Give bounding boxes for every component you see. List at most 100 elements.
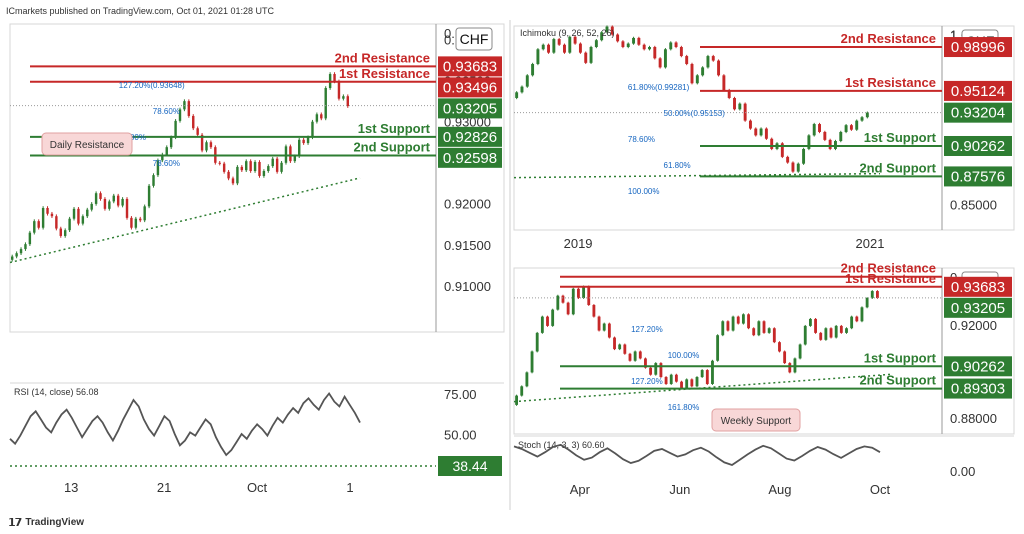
candle-body [600,32,604,41]
candle-body [762,321,766,333]
candle-body [280,162,283,172]
x-tick-label: 2019 [564,236,593,251]
price-tag [944,37,1012,58]
price-tag [944,166,1012,187]
price-tag [944,378,1012,399]
level-label: 1st Resistance [845,75,936,90]
candle-body [685,379,689,389]
candle-body [644,358,647,368]
price-tag [438,56,502,77]
candle-body [726,321,730,331]
candle-body [37,221,40,228]
candle-body [324,88,327,119]
currency-badge [455,27,493,51]
candle-body [791,162,795,172]
price-tag-label: 0.89303 [951,381,1005,398]
level-label: 1st Support [864,130,937,145]
candle-body [10,256,14,260]
level-label: 2nd Resistance [335,50,430,65]
candle-body [293,156,297,162]
fib-label: 78.60% [628,135,655,144]
candle-body [577,288,580,299]
candle-body [680,381,683,389]
y-tick-label: 0.92000 [950,318,997,333]
candle-body [839,325,843,333]
price-tag [438,147,502,168]
fib-label: 78.60% [153,107,180,116]
candle-body [540,316,544,333]
candle-body [759,128,763,136]
candle-body [610,26,614,35]
price-tag [944,135,1012,156]
candle-body [311,121,314,138]
candle-body [561,295,565,303]
candle-body [59,228,62,236]
candle-body [780,143,784,157]
candle-body [748,120,752,129]
fib-label: 100.00% [628,187,660,196]
candle-body [258,161,261,176]
candle-body [711,56,715,61]
panel-frame [513,267,1015,435]
candle-body [222,163,226,172]
candle-body [767,328,771,333]
candle-body [808,318,812,326]
candle-body [165,147,168,155]
candle-body [134,218,138,228]
candle-body [824,328,828,340]
tradingview-footer[interactable]: 𝟭𝟳 TradingView [8,516,84,529]
candle-body [541,44,545,50]
candle-body [685,56,689,64]
candle-body [818,124,821,132]
price-tag-label: 0.92826 [443,129,497,146]
candle-body [584,52,588,63]
candle-body [850,316,854,329]
price-tag-label: 0.93683 [443,58,497,75]
price-tag [438,77,502,98]
candle-body [231,178,235,184]
candle-body [587,286,591,305]
y-tick-label: 0.91500 [444,238,491,253]
candle-body [637,37,641,45]
candle-body [28,232,32,245]
y-tick-label: 0.85000 [950,198,997,213]
candle-body [178,109,182,121]
candle-body [602,323,606,331]
candle-body [786,156,790,163]
candle-body [594,40,598,47]
candle-body [623,344,627,354]
rsi-indicator-label: RSI (14, close) 56.08 [14,387,99,397]
candle-body [86,209,89,217]
price-tag [438,126,502,147]
candle-body [798,344,802,359]
fib-label: 78.60% [153,159,180,168]
candle-body [616,34,620,42]
price-tag-label: 0.93205 [443,100,497,117]
candle-body [315,114,319,122]
panel-frame [513,25,1015,231]
candle-body [654,363,658,375]
fib-label: 61.80% [664,161,691,170]
price-tag-label: 0.90262 [951,358,1005,375]
trendline [513,172,881,179]
candle-body [551,309,555,326]
candle-body [531,63,535,76]
currency-badge-label: CHF [460,31,489,47]
candle-body [90,203,93,210]
candle-body [648,46,651,50]
candle-body [752,328,756,336]
candle-body [727,90,731,98]
candle-body [262,171,266,176]
candle-body [24,244,27,250]
candle-body [731,316,735,331]
candle-body [130,217,133,228]
fib-label: 161.80% [668,403,700,412]
level-label: 2nd Resistance [841,31,936,46]
candle-body [653,46,657,59]
candle-body [823,131,827,140]
candle-body [705,370,709,384]
candle-body [839,131,843,142]
candle-body [788,363,792,373]
weekly-support-callout-label: Weekly Support [721,416,792,427]
